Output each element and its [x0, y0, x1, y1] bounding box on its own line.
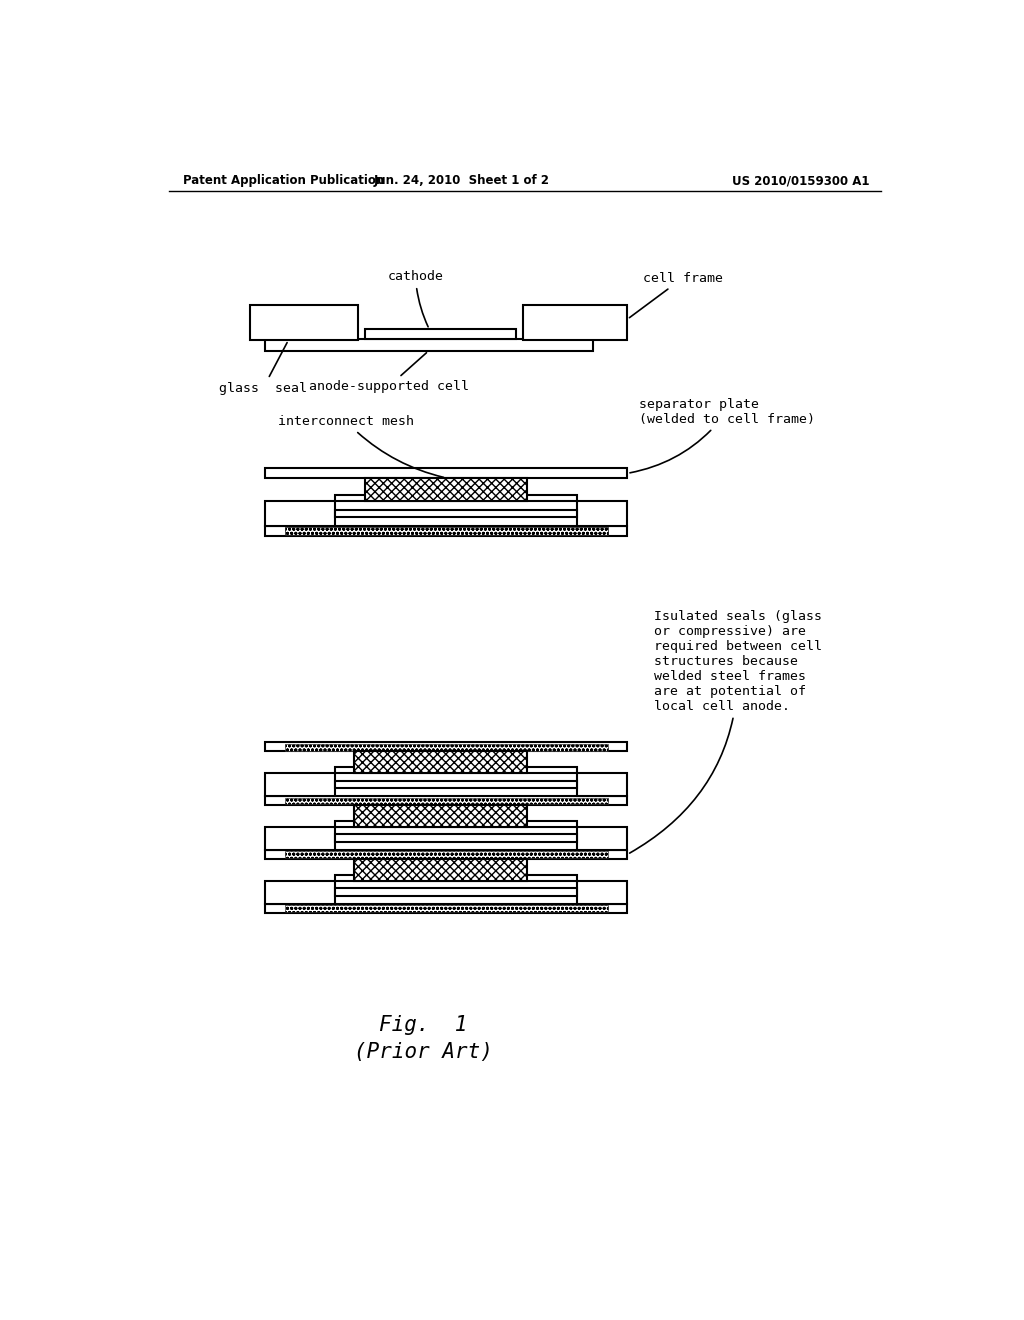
- Text: Patent Application Publication: Patent Application Publication: [183, 174, 384, 187]
- Bar: [265, 502, 335, 525]
- Bar: [265, 796, 628, 805]
- Bar: [366, 330, 515, 339]
- Bar: [335, 767, 578, 774]
- Bar: [335, 821, 578, 826]
- Text: cathode: cathode: [387, 271, 443, 327]
- Bar: [285, 797, 608, 804]
- Bar: [335, 510, 578, 517]
- Text: (Prior Art): (Prior Art): [353, 1041, 493, 1061]
- Bar: [578, 502, 628, 525]
- Bar: [578, 774, 628, 796]
- Text: US 2010/0159300 A1: US 2010/0159300 A1: [732, 174, 869, 187]
- Bar: [354, 859, 527, 880]
- Bar: [285, 743, 608, 751]
- Text: glass  seal: glass seal: [219, 343, 307, 395]
- Bar: [578, 880, 628, 904]
- Text: Fig.  1: Fig. 1: [379, 1015, 467, 1035]
- Bar: [250, 305, 357, 341]
- Text: Isulated seals (glass
or compressive) are
required between cell
structures becau: Isulated seals (glass or compressive) ar…: [630, 610, 822, 853]
- Bar: [285, 906, 608, 912]
- Bar: [265, 880, 335, 904]
- Bar: [335, 780, 578, 788]
- Text: Jun. 24, 2010  Sheet 1 of 2: Jun. 24, 2010 Sheet 1 of 2: [374, 174, 550, 187]
- Bar: [285, 527, 608, 535]
- Bar: [265, 904, 628, 913]
- Bar: [335, 874, 578, 880]
- Bar: [578, 826, 628, 850]
- Bar: [285, 851, 608, 858]
- Bar: [354, 805, 527, 826]
- Text: anode-supported cell: anode-supported cell: [308, 352, 469, 393]
- Bar: [366, 478, 527, 502]
- Bar: [265, 826, 335, 850]
- Bar: [265, 339, 593, 351]
- Text: cell frame: cell frame: [630, 272, 723, 318]
- Bar: [265, 525, 628, 536]
- Bar: [335, 834, 578, 842]
- Text: interconnect mesh: interconnect mesh: [279, 414, 443, 478]
- Bar: [265, 774, 335, 796]
- Bar: [335, 888, 578, 896]
- Bar: [265, 469, 628, 478]
- Bar: [265, 742, 628, 751]
- Bar: [265, 850, 628, 859]
- Bar: [335, 495, 578, 502]
- Text: separator plate
(welded to cell frame): separator plate (welded to cell frame): [630, 397, 815, 473]
- Bar: [523, 305, 628, 341]
- Bar: [354, 751, 527, 774]
